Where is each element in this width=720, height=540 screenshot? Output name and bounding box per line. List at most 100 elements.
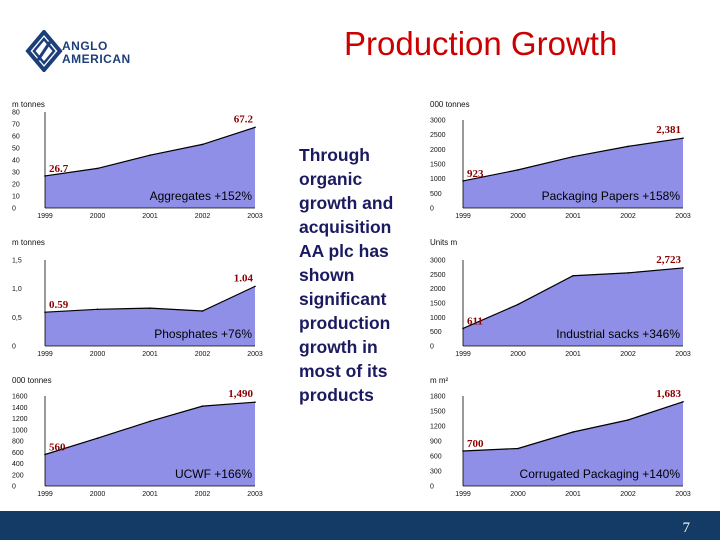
x-tick-label: 1999	[37, 491, 53, 498]
y-tick-label: 900	[430, 439, 442, 446]
chart-svg: 000 tonnes 0 200 400 600 800 1000 1200 1400 1600 1…	[12, 376, 263, 498]
y-tick-label: 800	[12, 439, 24, 446]
data-point	[254, 126, 256, 129]
chart-aggregates: m tonnes 0 10 20 30 40 50 60 70 80 1999 2000 2001 200…	[12, 98, 263, 226]
data-point	[572, 274, 574, 277]
start-value-label: 560	[49, 442, 66, 454]
x-tick-label: 1999	[37, 213, 53, 220]
end-value-label: 67.2	[234, 113, 254, 125]
y-tick-label: 60	[12, 134, 20, 141]
x-tick-label: 2001	[142, 213, 158, 220]
y-tick-label: 50	[12, 146, 20, 153]
y-tick-label: 3000	[430, 118, 446, 125]
end-value-label: 1,490	[228, 388, 253, 400]
start-value-label: 923	[467, 168, 484, 180]
x-tick-label: 2003	[675, 351, 691, 358]
x-tick-label: 2000	[90, 351, 106, 358]
data-point	[254, 285, 256, 288]
data-point	[96, 167, 99, 170]
y-tick-label: 1400	[12, 405, 28, 412]
unit-label: m tonnes	[12, 238, 45, 247]
y-tick-label: 2000	[430, 147, 446, 154]
data-point	[149, 420, 151, 423]
x-tick-label: 2001	[142, 351, 158, 358]
chart-svg: m tonnes 0 10 20 30 40 50 60 70 80 1999 2000 2001 200…	[12, 100, 263, 220]
x-tick-label: 2001	[565, 491, 581, 498]
data-point	[627, 145, 629, 148]
y-tick-label: 200	[12, 472, 24, 479]
anglo-american-logo	[25, 30, 63, 72]
data-point	[682, 267, 684, 269]
y-tick-label: 1600	[12, 394, 28, 401]
unit-label: m tonnes	[12, 100, 45, 109]
y-tick-label: 300	[430, 469, 442, 476]
y-tick-label: 2500	[430, 132, 446, 139]
y-tick-label: 20	[12, 182, 20, 189]
y-tick-label: 3000	[430, 258, 446, 265]
data-point	[96, 437, 99, 439]
y-tick-label: 80	[12, 110, 20, 117]
y-tick-label: 0	[430, 344, 434, 351]
data-point	[201, 310, 204, 312]
page-title: Production Growth	[344, 25, 618, 62]
start-value-label: 700	[467, 438, 484, 450]
unit-label: 000 tonnes	[12, 376, 52, 385]
x-tick-label: 2001	[565, 213, 581, 220]
area-fill	[463, 267, 683, 346]
growth-label: Industrial sacks +346%	[556, 327, 680, 341]
x-tick-label: 2002	[620, 491, 636, 498]
y-tick-label: 30	[12, 170, 20, 177]
chart-corrugated-packaging: m m² 0 300 600 900 1200 1500 1800 1999 2000 2001 20…	[430, 374, 692, 502]
data-point	[682, 401, 684, 403]
x-tick-label: 2003	[247, 213, 263, 220]
start-value-label: 0.59	[49, 299, 69, 311]
chart-packaging-papers: 000 tonnes 0 500 1000 1500 2000 2500 3000 1999 20…	[430, 98, 692, 226]
y-tick-label: 1500	[430, 162, 446, 169]
data-point	[201, 143, 204, 146]
y-tick-label: 400	[12, 461, 24, 468]
x-tick-label: 1999	[37, 351, 53, 358]
data-point	[96, 308, 99, 311]
y-tick-label: 1500	[430, 409, 446, 416]
y-tick-label: 1200	[430, 424, 446, 431]
x-tick-label: 2002	[195, 491, 211, 498]
x-tick-label: 2002	[195, 213, 211, 220]
area-fill	[463, 401, 683, 486]
x-tick-label: 2003	[675, 213, 691, 220]
x-tick-label: 2002	[620, 213, 636, 220]
y-tick-label: 0	[12, 344, 16, 351]
summary-text: Through organic growth and acquisition A…	[299, 145, 394, 405]
y-tick-label: 1000	[430, 176, 446, 183]
y-tick-label: 10	[12, 194, 20, 201]
chart-svg: m m² 0 300 600 900 1200 1500 1800 1999 2000 2001 20…	[430, 376, 691, 498]
y-tick-label: 1,0	[12, 286, 22, 293]
area-fill	[45, 402, 255, 486]
y-tick-label: 2000	[430, 286, 446, 293]
chart-phosphates: m tonnes 0 0,5 1,0 1,5 1999 2000 2001 2002 2003 0.…	[12, 236, 263, 364]
y-tick-label: 1500	[430, 301, 446, 308]
growth-label: Packaging Papers +158%	[542, 189, 681, 203]
chart-svg: m tonnes 0 0,5 1,0 1,5 1999 2000 2001 2002 2003 0.…	[12, 238, 263, 358]
x-tick-label: 2000	[510, 351, 526, 358]
growth-label: Phosphates +76%	[154, 327, 252, 341]
data-point	[572, 155, 574, 158]
footer-bar: 7	[0, 511, 720, 540]
x-tick-label: 2003	[247, 351, 263, 358]
area-fill	[45, 286, 255, 346]
end-value-label: 2,723	[656, 254, 681, 266]
y-tick-label: 0	[12, 206, 16, 213]
y-tick-label: 70	[12, 122, 20, 129]
start-value-label: 26.7	[49, 163, 69, 175]
y-tick-label: 2500	[430, 272, 446, 279]
chart-svg: 000 tonnes 0 500 1000 1500 2000 2500 3000 1999 20…	[430, 100, 691, 220]
y-tick-label: 1800	[430, 394, 446, 401]
x-tick-label: 2000	[510, 491, 526, 498]
x-tick-label: 2001	[565, 351, 581, 358]
x-tick-label: 2001	[142, 491, 158, 498]
data-point	[627, 272, 629, 274]
logo-line-1: ANGLO	[62, 39, 108, 53]
area-fill	[45, 127, 255, 208]
area-fill	[463, 138, 683, 208]
y-tick-label: 1000	[430, 315, 446, 322]
x-tick-label: 2002	[195, 351, 211, 358]
